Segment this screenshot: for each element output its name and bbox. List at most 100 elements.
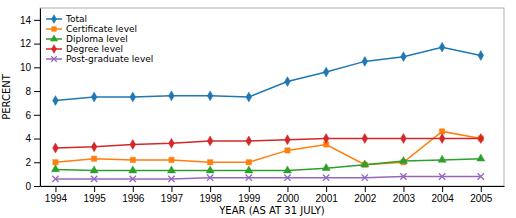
legend-item: Diploma level bbox=[46, 34, 128, 44]
y-tick-label: 12 bbox=[20, 38, 32, 49]
x-tick-mark bbox=[326, 186, 327, 192]
x-tick-mark bbox=[55, 186, 56, 192]
series-marker bbox=[246, 92, 252, 102]
series-marker bbox=[91, 176, 97, 182]
y-tick-label: 2 bbox=[25, 157, 31, 168]
series-marker bbox=[478, 173, 484, 179]
x-tick-label: 1996 bbox=[122, 193, 145, 204]
series-marker bbox=[129, 166, 137, 173]
y-tick-mark bbox=[34, 67, 40, 68]
plot-frame bbox=[40, 8, 504, 186]
x-axis-line bbox=[41, 186, 505, 187]
x-tick-mark bbox=[365, 186, 366, 192]
series-line bbox=[55, 139, 480, 148]
x-tick-label: 1994 bbox=[45, 193, 68, 204]
series-marker bbox=[130, 92, 136, 102]
series-marker bbox=[206, 166, 214, 173]
series-marker bbox=[90, 166, 98, 173]
y-tick-label: 0 bbox=[25, 181, 31, 192]
series-marker bbox=[401, 134, 407, 144]
series-marker bbox=[207, 136, 213, 146]
x-tick-label: 2003 bbox=[393, 193, 416, 204]
series-marker bbox=[207, 91, 213, 101]
y-tick-label: 10 bbox=[20, 62, 32, 73]
series-marker bbox=[53, 96, 59, 106]
series-marker bbox=[362, 134, 368, 144]
y-tick: 14 bbox=[20, 15, 40, 26]
series-marker bbox=[362, 56, 368, 66]
x-tick-mark bbox=[133, 186, 134, 192]
x-tick: 1994 bbox=[45, 186, 68, 204]
series-marker bbox=[51, 165, 59, 172]
chart: 1994199519961997199819992000200120022003… bbox=[0, 0, 516, 218]
series-marker bbox=[245, 166, 253, 173]
y-tick-label: 6 bbox=[25, 110, 31, 121]
series-marker bbox=[439, 42, 445, 52]
series-marker bbox=[323, 67, 329, 77]
y-axis: 02468101214 bbox=[20, 9, 41, 192]
series-marker bbox=[400, 173, 406, 179]
series-marker bbox=[283, 166, 291, 173]
x-tick-label: 2005 bbox=[470, 193, 493, 204]
series-marker bbox=[53, 143, 59, 153]
series-marker bbox=[168, 176, 174, 182]
x-tick-mark bbox=[94, 186, 95, 192]
y-tick-mark bbox=[34, 139, 40, 140]
legend-item: Post-graduate level bbox=[46, 54, 153, 64]
x-tick-mark bbox=[287, 186, 288, 192]
legend-item: Certificate level bbox=[46, 24, 137, 34]
y-tick-label: 14 bbox=[20, 15, 32, 26]
series-marker bbox=[169, 157, 174, 162]
series-marker bbox=[323, 134, 329, 144]
legend-marker bbox=[51, 56, 57, 62]
legend-marker bbox=[51, 45, 56, 54]
series-marker bbox=[53, 160, 58, 165]
x-axis-title: YEAR (AS AT 31 JULY) bbox=[218, 205, 325, 216]
x-tick: 2005 bbox=[470, 186, 493, 204]
series-marker bbox=[362, 175, 368, 181]
x-tick-mark bbox=[249, 186, 250, 192]
x-tick-label: 2000 bbox=[277, 193, 300, 204]
y-tick: 10 bbox=[20, 62, 40, 73]
series-marker bbox=[207, 175, 213, 181]
legend-item: Degree level bbox=[46, 44, 123, 54]
series-marker bbox=[285, 135, 291, 145]
series-marker bbox=[285, 148, 290, 153]
series-marker bbox=[399, 156, 407, 163]
x-axis: 1994199519961997199819992000200120022003… bbox=[41, 186, 505, 204]
series-marker bbox=[322, 164, 330, 171]
series-marker bbox=[130, 176, 136, 182]
y-tick: 8 bbox=[25, 86, 40, 97]
legend-marker bbox=[52, 27, 57, 32]
series-marker bbox=[246, 136, 252, 146]
series-marker bbox=[284, 175, 290, 181]
x-tick-label: 2002 bbox=[354, 193, 377, 204]
y-tick: 0 bbox=[25, 181, 40, 192]
x-tick: 2001 bbox=[316, 186, 339, 204]
x-tick-label: 1998 bbox=[200, 193, 223, 204]
series-marker bbox=[401, 52, 407, 62]
y-tick: 6 bbox=[25, 110, 40, 121]
legend-label: Total bbox=[65, 14, 87, 24]
y-tick-mark bbox=[34, 162, 40, 163]
x-tick-mark bbox=[481, 186, 482, 192]
x-tick: 1999 bbox=[238, 186, 261, 204]
x-tick-label: 2004 bbox=[432, 193, 455, 204]
x-tick: 1996 bbox=[122, 186, 145, 204]
y-tick-label: 8 bbox=[25, 86, 31, 97]
y-tick: 2 bbox=[25, 157, 40, 168]
series-marker bbox=[323, 175, 329, 181]
y-tick-mark bbox=[34, 20, 40, 21]
series-marker bbox=[439, 173, 445, 179]
legend-marker bbox=[51, 15, 56, 24]
series-marker bbox=[91, 92, 97, 102]
legend-marker bbox=[50, 35, 57, 41]
x-tick-label: 1999 bbox=[238, 193, 261, 204]
series-marker bbox=[169, 138, 175, 148]
x-tick-label: 1997 bbox=[161, 193, 184, 204]
y-tick-mark bbox=[34, 186, 40, 187]
x-tick-mark bbox=[210, 186, 211, 192]
series-marker bbox=[169, 91, 175, 101]
series-line bbox=[55, 47, 480, 100]
series-marker bbox=[207, 160, 212, 165]
